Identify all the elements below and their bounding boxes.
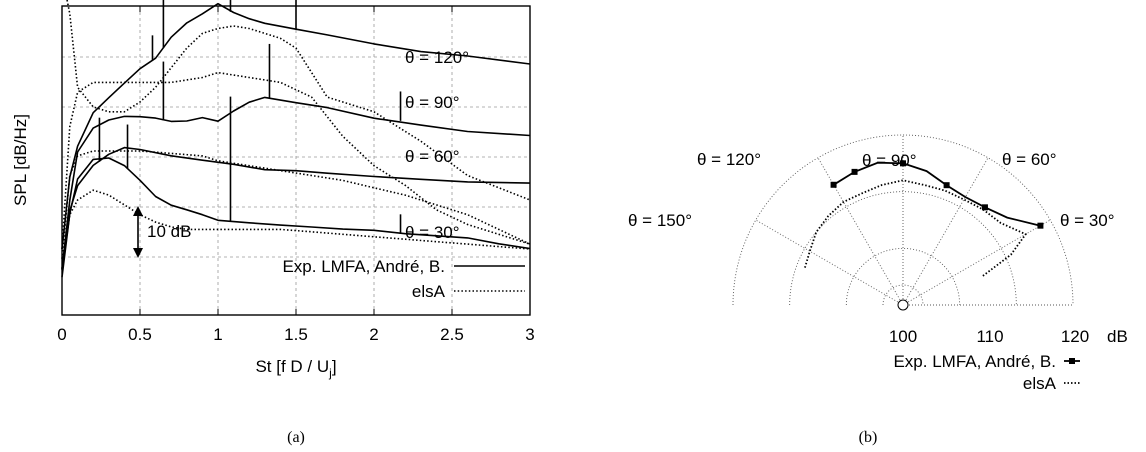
polar-grid-spoke (902, 157, 989, 306)
curve-label: θ = 90° (405, 93, 460, 112)
x-axis-label-subscript: j (328, 366, 332, 380)
angle-label: θ = 120° (697, 150, 761, 169)
polar-grid-arc (882, 284, 924, 306)
elsa-curve (61, 71, 531, 250)
panel-caption: (a) (287, 429, 305, 446)
x-tick-label: 2 (369, 325, 378, 344)
x-tick-label: 0.5 (128, 325, 152, 344)
polar-experiment-marker (900, 160, 906, 167)
angle-label: θ = 90° (862, 151, 917, 170)
x-tick-label: 3 (525, 325, 534, 344)
x-tick-label: 0 (57, 325, 66, 344)
polar-origin (897, 299, 909, 311)
legend-label-experiment: Exp. LMFA, André, B. (893, 352, 1056, 371)
polar-experiment-curve (833, 161, 1041, 227)
radial-unit-label: dB (1107, 327, 1128, 346)
radial-tick-label: 120 (1061, 327, 1089, 346)
elsa-curve (61, 189, 531, 269)
curve-label: θ = 30° (405, 223, 460, 242)
panel-caption: (b) (859, 429, 878, 446)
x-axis-label-end: ] (332, 357, 337, 376)
elsa-curve (61, 150, 531, 259)
experiment-curve (61, 146, 531, 270)
polar-elsa-curve (803, 179, 1028, 277)
elsa-curve (66, 0, 531, 201)
angle-label: θ = 60° (1002, 150, 1057, 169)
y-axis-label: SPL [dB/Hz] (11, 114, 30, 206)
directivity-panel: θ = 150° θ = 120° θ = 90° θ = 60° θ = 30° 100… (628, 134, 1128, 446)
polar-experiment-marker (943, 182, 950, 189)
polar-experiment-marker (981, 204, 988, 211)
polar-experiment-marker (851, 168, 858, 175)
polar-grid-arc (732, 134, 1074, 306)
legend-label-elsa: elsA (412, 282, 446, 301)
curve-label: θ = 120° (405, 48, 469, 67)
scale-bar-arrow-down (133, 248, 143, 258)
polar-experiment-marker (830, 181, 837, 188)
experiment-curve (61, 2, 531, 250)
experiment-curve (61, 157, 531, 278)
scale-bar-label: 10 dB (147, 222, 191, 241)
curve-label: θ = 60° (405, 147, 460, 166)
polar-experiment-marker (1037, 222, 1044, 229)
experiment-curve (61, 96, 531, 269)
x-tick-label: 1.5 (284, 325, 308, 344)
polar-grid-spoke (817, 157, 904, 306)
x-axis-label-main: St [f D / U (255, 357, 329, 376)
x-axis-label: St [f D / Uj] (255, 357, 336, 380)
radial-tick-label: 110 (976, 327, 1003, 346)
polar-grid-spoke (755, 219, 904, 306)
legend-label-experiment: Exp. LMFA, André, B. (282, 257, 445, 276)
scale-bar-arrow-up (133, 206, 143, 216)
legend-label-elsa: elsA (1023, 374, 1057, 393)
x-tick-label: 2.5 (440, 325, 464, 344)
x-tick-label: 1 (213, 325, 222, 344)
angle-label: θ = 30° (1060, 211, 1115, 230)
polar-grid-spoke (902, 219, 1051, 306)
legend-marker-experiment (1069, 358, 1075, 364)
angle-label: θ = 150° (628, 211, 692, 230)
radial-tick-label: 100 (889, 327, 917, 346)
spectrum-panel: 0 0.5 1 1.5 2 2.5 3 St [f D / Uj] SPL [dB/Hz] θ =… (11, 0, 535, 446)
